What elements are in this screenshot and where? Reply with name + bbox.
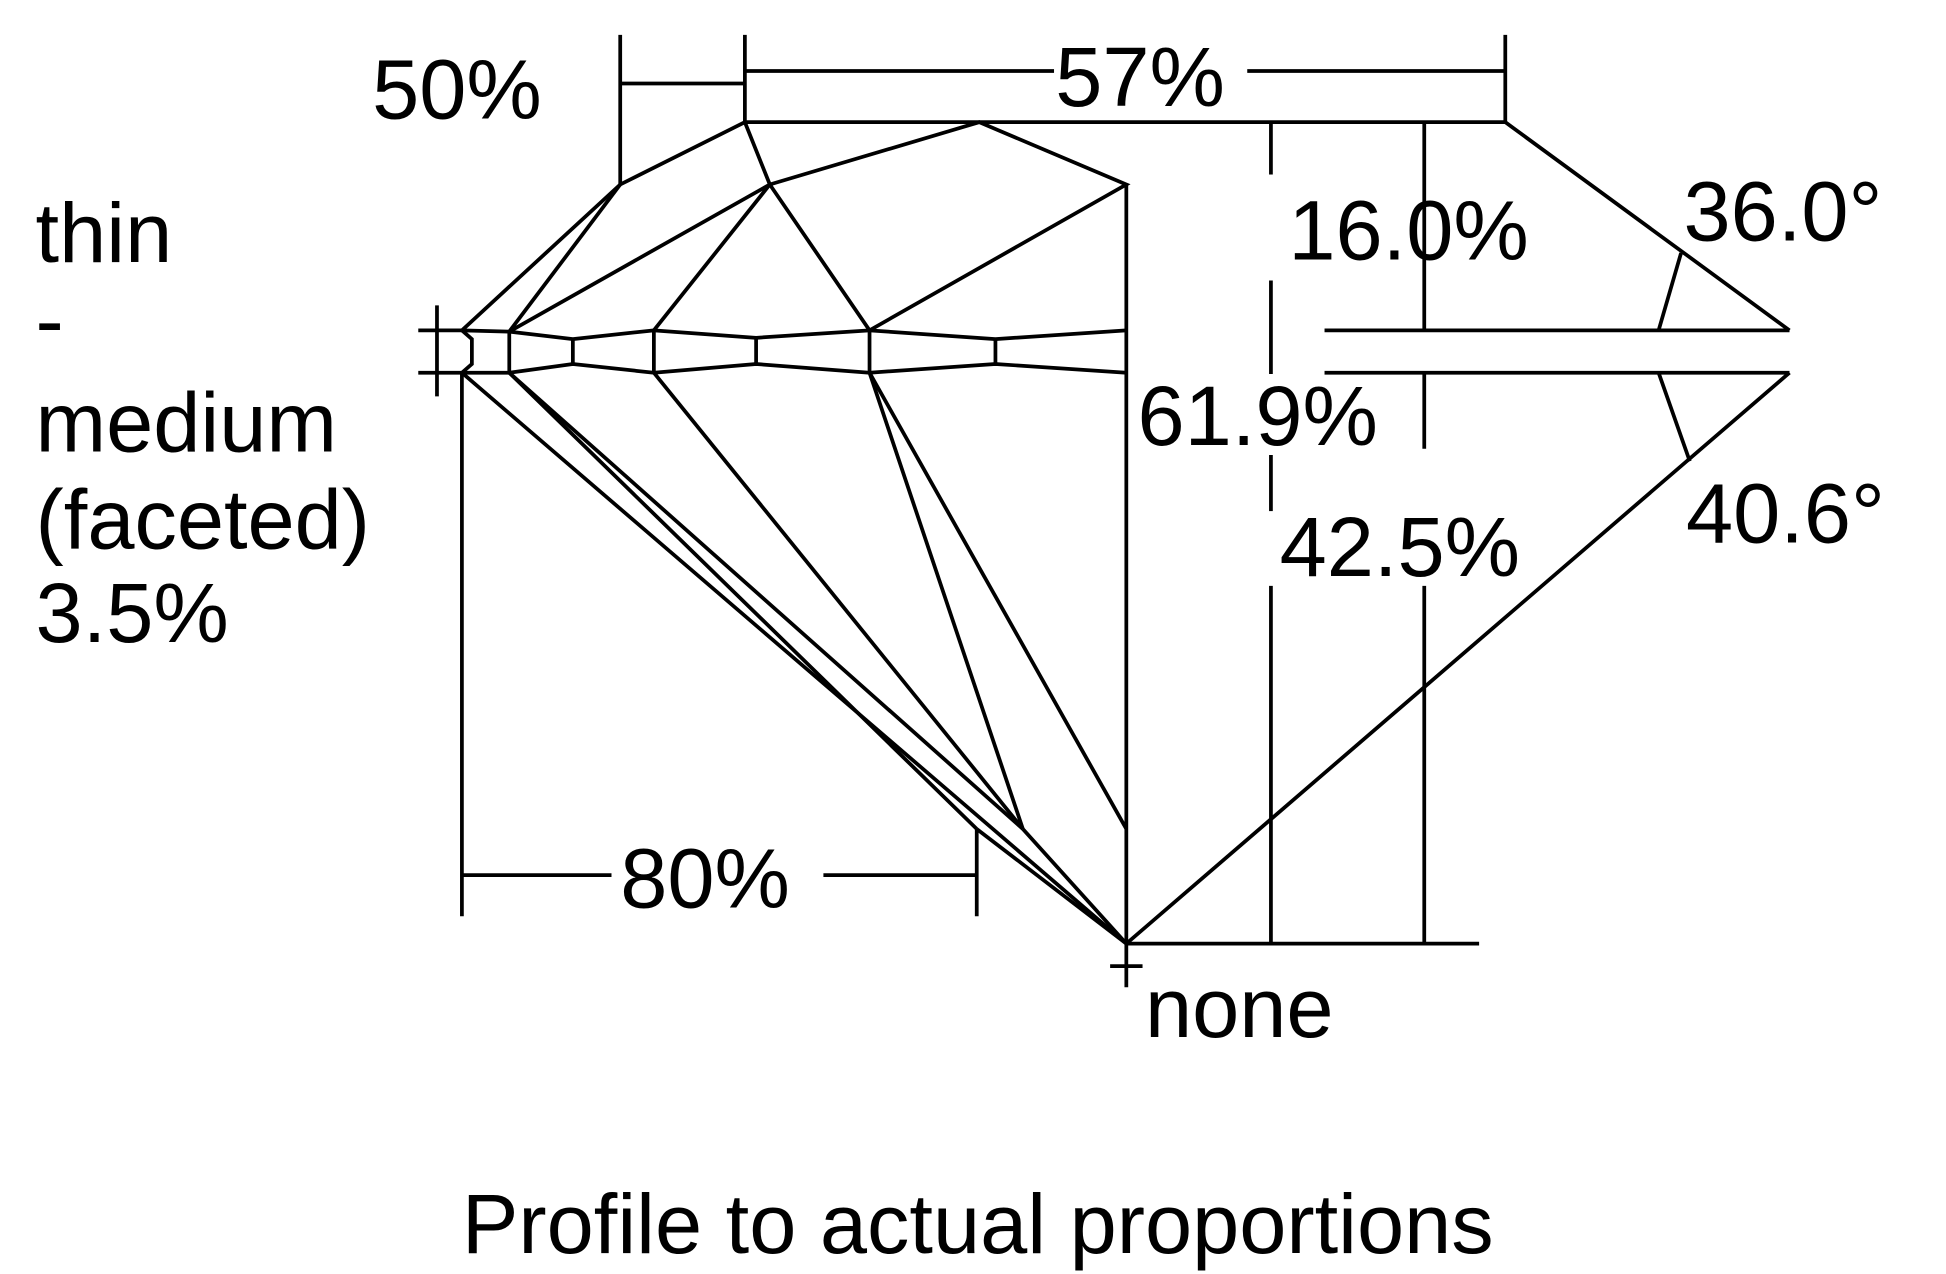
girdle-medium-label: medium — [36, 374, 337, 469]
lower-half-label: 80% — [620, 831, 790, 926]
girdle-percent-label: 3.5% — [36, 565, 229, 660]
pavilion-depth-label: 42.5% — [1280, 499, 1520, 594]
girdle-thin-label: thin — [36, 185, 173, 280]
diamond-outline — [460, 120, 1791, 947]
crown-height-label: 16.0% — [1288, 182, 1528, 277]
table-label: 57% — [1055, 29, 1225, 124]
pavilion-angle-label: 40.6° — [1686, 465, 1885, 560]
culet-label: none — [1145, 960, 1334, 1055]
star-length-label: 50% — [372, 41, 542, 136]
dimension-lines — [418, 34, 1790, 988]
total-depth-label: 61.9% — [1138, 368, 1378, 463]
girdle-dash-label: - — [36, 272, 64, 367]
caption: Profile to actual proportions — [462, 1176, 1494, 1271]
crown-angle-label: 36.0° — [1684, 164, 1883, 259]
girdle-faceted-label: (faceted) — [36, 471, 370, 566]
